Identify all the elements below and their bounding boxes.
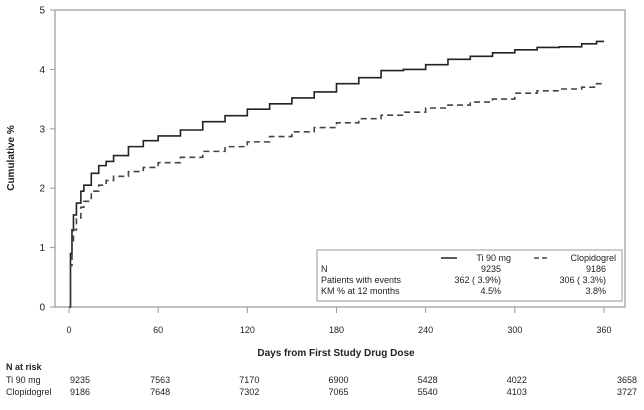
series-line-clopidogrel	[69, 82, 605, 308]
legend-column-header: Clopidogrel	[570, 253, 616, 263]
risk-value: 6900	[328, 375, 348, 385]
legend-value: 9186	[586, 264, 606, 274]
risk-value: 5540	[418, 387, 438, 397]
x-tick-label: 240	[418, 325, 433, 335]
x-tick-label: 120	[240, 325, 255, 335]
risk-table: N at risk Ti 90 mg 9235 7563 7170 6900 5428 402…	[6, 362, 637, 397]
legend-row-label: N	[321, 264, 328, 274]
y-tick-label: 1	[39, 243, 45, 254]
risk-value: 7065	[328, 387, 348, 397]
y-tick-label: 3	[39, 124, 45, 135]
legend-value: 4.5%	[480, 286, 501, 296]
risk-value: 7170	[239, 375, 259, 385]
x-tick-label: 180	[329, 325, 344, 335]
risk-value: 4022	[507, 375, 527, 385]
y-axis-label: Cumulative %	[6, 125, 17, 191]
plot-frame	[54, 9, 626, 308]
x-axis-label: Days from First Study Drug Dose	[257, 348, 415, 359]
risk-value: 7648	[150, 387, 170, 397]
y-tick-label: 0	[39, 303, 45, 314]
risk-value: 9235	[70, 375, 90, 385]
risk-value: 9186	[70, 387, 90, 397]
risk-row-label: Clopidogrel	[6, 387, 52, 397]
risk-value: 7302	[239, 387, 259, 397]
risk-row-label: Ti 90 mg	[6, 375, 41, 385]
risk-value: 7563	[150, 375, 170, 385]
legend-value: 3.8%	[585, 286, 606, 296]
x-tick-label: 60	[153, 325, 163, 335]
legend: Ti 90 mg Clopidogrel N 9235 9186 Patients wit…	[316, 249, 623, 302]
legend-box	[316, 249, 623, 302]
legend-row-label: KM % at 12 months	[321, 286, 400, 296]
y-tick-label: 5	[39, 6, 45, 17]
risk-value: 3727	[617, 387, 637, 397]
x-tick-label: 0	[66, 325, 71, 335]
x-tick-label: 360	[596, 325, 611, 335]
legend-value: 306 ( 3.3%)	[559, 275, 606, 285]
y-tick-label: 4	[39, 65, 45, 76]
legend-column-header: Ti 90 mg	[476, 253, 511, 263]
y-tick-label: 2	[39, 184, 45, 195]
risk-value: 5428	[418, 375, 438, 385]
legend-value: 9235	[481, 264, 501, 274]
x-tick-label: 300	[507, 325, 522, 335]
risk-table-title: N at risk	[6, 362, 43, 372]
risk-value: 4103	[507, 387, 527, 397]
series-line-ti-90mg	[69, 40, 604, 308]
risk-value: 3658	[617, 375, 637, 385]
legend-value: 362 ( 3.9%)	[454, 275, 501, 285]
legend-row-label: Patients with events	[321, 275, 402, 285]
